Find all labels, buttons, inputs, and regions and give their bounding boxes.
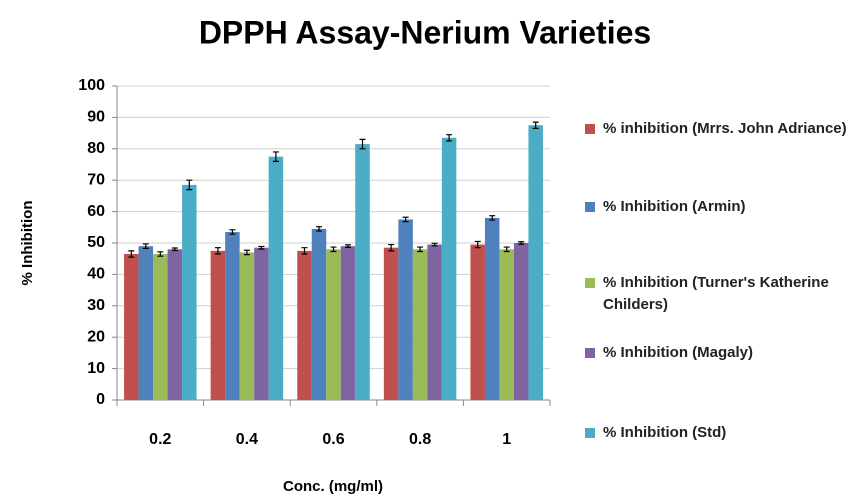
legend-swatch	[585, 278, 595, 288]
chart-title: DPPH Assay-Nerium Varieties	[199, 14, 651, 50]
legend-swatch	[585, 428, 595, 438]
error-bar	[316, 226, 322, 232]
bar	[528, 125, 543, 400]
error-bar	[503, 246, 510, 253]
bar	[340, 246, 356, 400]
bar	[355, 144, 370, 400]
y-tick-label: 90	[87, 109, 105, 126]
legend-label: % Inhibition (Armin)	[603, 198, 746, 215]
error-bar	[243, 249, 250, 256]
x-tick-label: 0.6	[322, 431, 344, 448]
legend-swatch	[585, 202, 595, 212]
y-tick-label: 10	[87, 360, 105, 377]
x-tick-label: 0.8	[409, 431, 431, 448]
error-bar	[388, 243, 395, 252]
legend-label: % Inhibition (Magaly)	[603, 344, 753, 361]
bar	[124, 253, 139, 400]
error-bar	[431, 242, 438, 247]
error-bar	[171, 247, 178, 252]
error-bar	[229, 229, 236, 235]
y-tick-label: 80	[87, 140, 105, 157]
x-tick-label: 1	[502, 431, 511, 448]
y-tick-label: 100	[78, 77, 105, 94]
error-bar	[489, 215, 496, 221]
legend-entry: % inhibition (Mrrs. John Adriance)	[585, 118, 850, 140]
error-bar	[142, 243, 149, 249]
bar	[153, 253, 168, 400]
y-tick-label: 20	[87, 328, 105, 345]
y-axis-label: % Inhibition	[19, 201, 36, 286]
error-bar	[301, 247, 308, 255]
error-bar	[128, 250, 135, 258]
y-tick-label: 60	[87, 203, 105, 220]
error-bar	[359, 138, 366, 150]
legend-swatch	[585, 124, 595, 134]
bar	[311, 228, 327, 400]
y-tick-label: 0	[96, 391, 105, 408]
error-bar	[258, 245, 265, 250]
legend-label: % Inhibition (Turner's Katherine Childer…	[603, 274, 829, 313]
legend-entry: % Inhibition (Turner's Katherine Childer…	[585, 272, 850, 316]
error-bar	[532, 121, 539, 129]
bar	[268, 156, 284, 400]
bar	[210, 250, 226, 400]
legend-entry: % Inhibition (Std)	[585, 422, 850, 444]
y-tick-label: 70	[87, 171, 105, 188]
x-axis-label: Conc. (mg/ml)	[283, 478, 383, 495]
legend-entry: % Inhibition (Armin)	[585, 196, 850, 218]
error-bar	[157, 251, 164, 257]
error-bar	[518, 241, 525, 245]
bar	[182, 184, 197, 400]
bar	[239, 252, 255, 400]
legend-entry: % Inhibition (Magaly)	[585, 342, 850, 364]
bar	[225, 232, 240, 400]
bar	[398, 219, 413, 400]
legend-label: % inhibition (Mrrs. John Adriance)	[603, 120, 847, 137]
y-tick-label: 30	[87, 297, 105, 314]
error-bar	[446, 134, 453, 142]
legend-label: % Inhibition (Std)	[603, 424, 727, 441]
error-bar	[474, 240, 481, 249]
error-bar	[272, 151, 279, 162]
error-bar	[402, 216, 409, 223]
bar	[499, 249, 514, 400]
bar	[441, 137, 457, 400]
error-bar	[330, 246, 337, 253]
x-tick-label: 0.2	[149, 431, 171, 448]
bar	[470, 244, 485, 400]
bar	[412, 249, 428, 400]
y-tick-label: 40	[87, 266, 105, 283]
bar	[513, 243, 529, 400]
legend-swatch	[585, 348, 595, 358]
error-bar	[345, 244, 351, 248]
error-bar	[417, 246, 424, 253]
bar	[167, 249, 183, 400]
bar	[254, 247, 269, 400]
error-bar	[214, 247, 221, 255]
bar	[427, 244, 442, 400]
y-tick-label: 50	[87, 234, 105, 251]
bar	[383, 247, 399, 400]
error-bar	[186, 179, 193, 191]
bar	[484, 217, 500, 400]
bar	[297, 250, 312, 400]
bar	[326, 249, 341, 400]
x-tick-label: 0.4	[236, 431, 258, 448]
bar	[138, 246, 154, 400]
